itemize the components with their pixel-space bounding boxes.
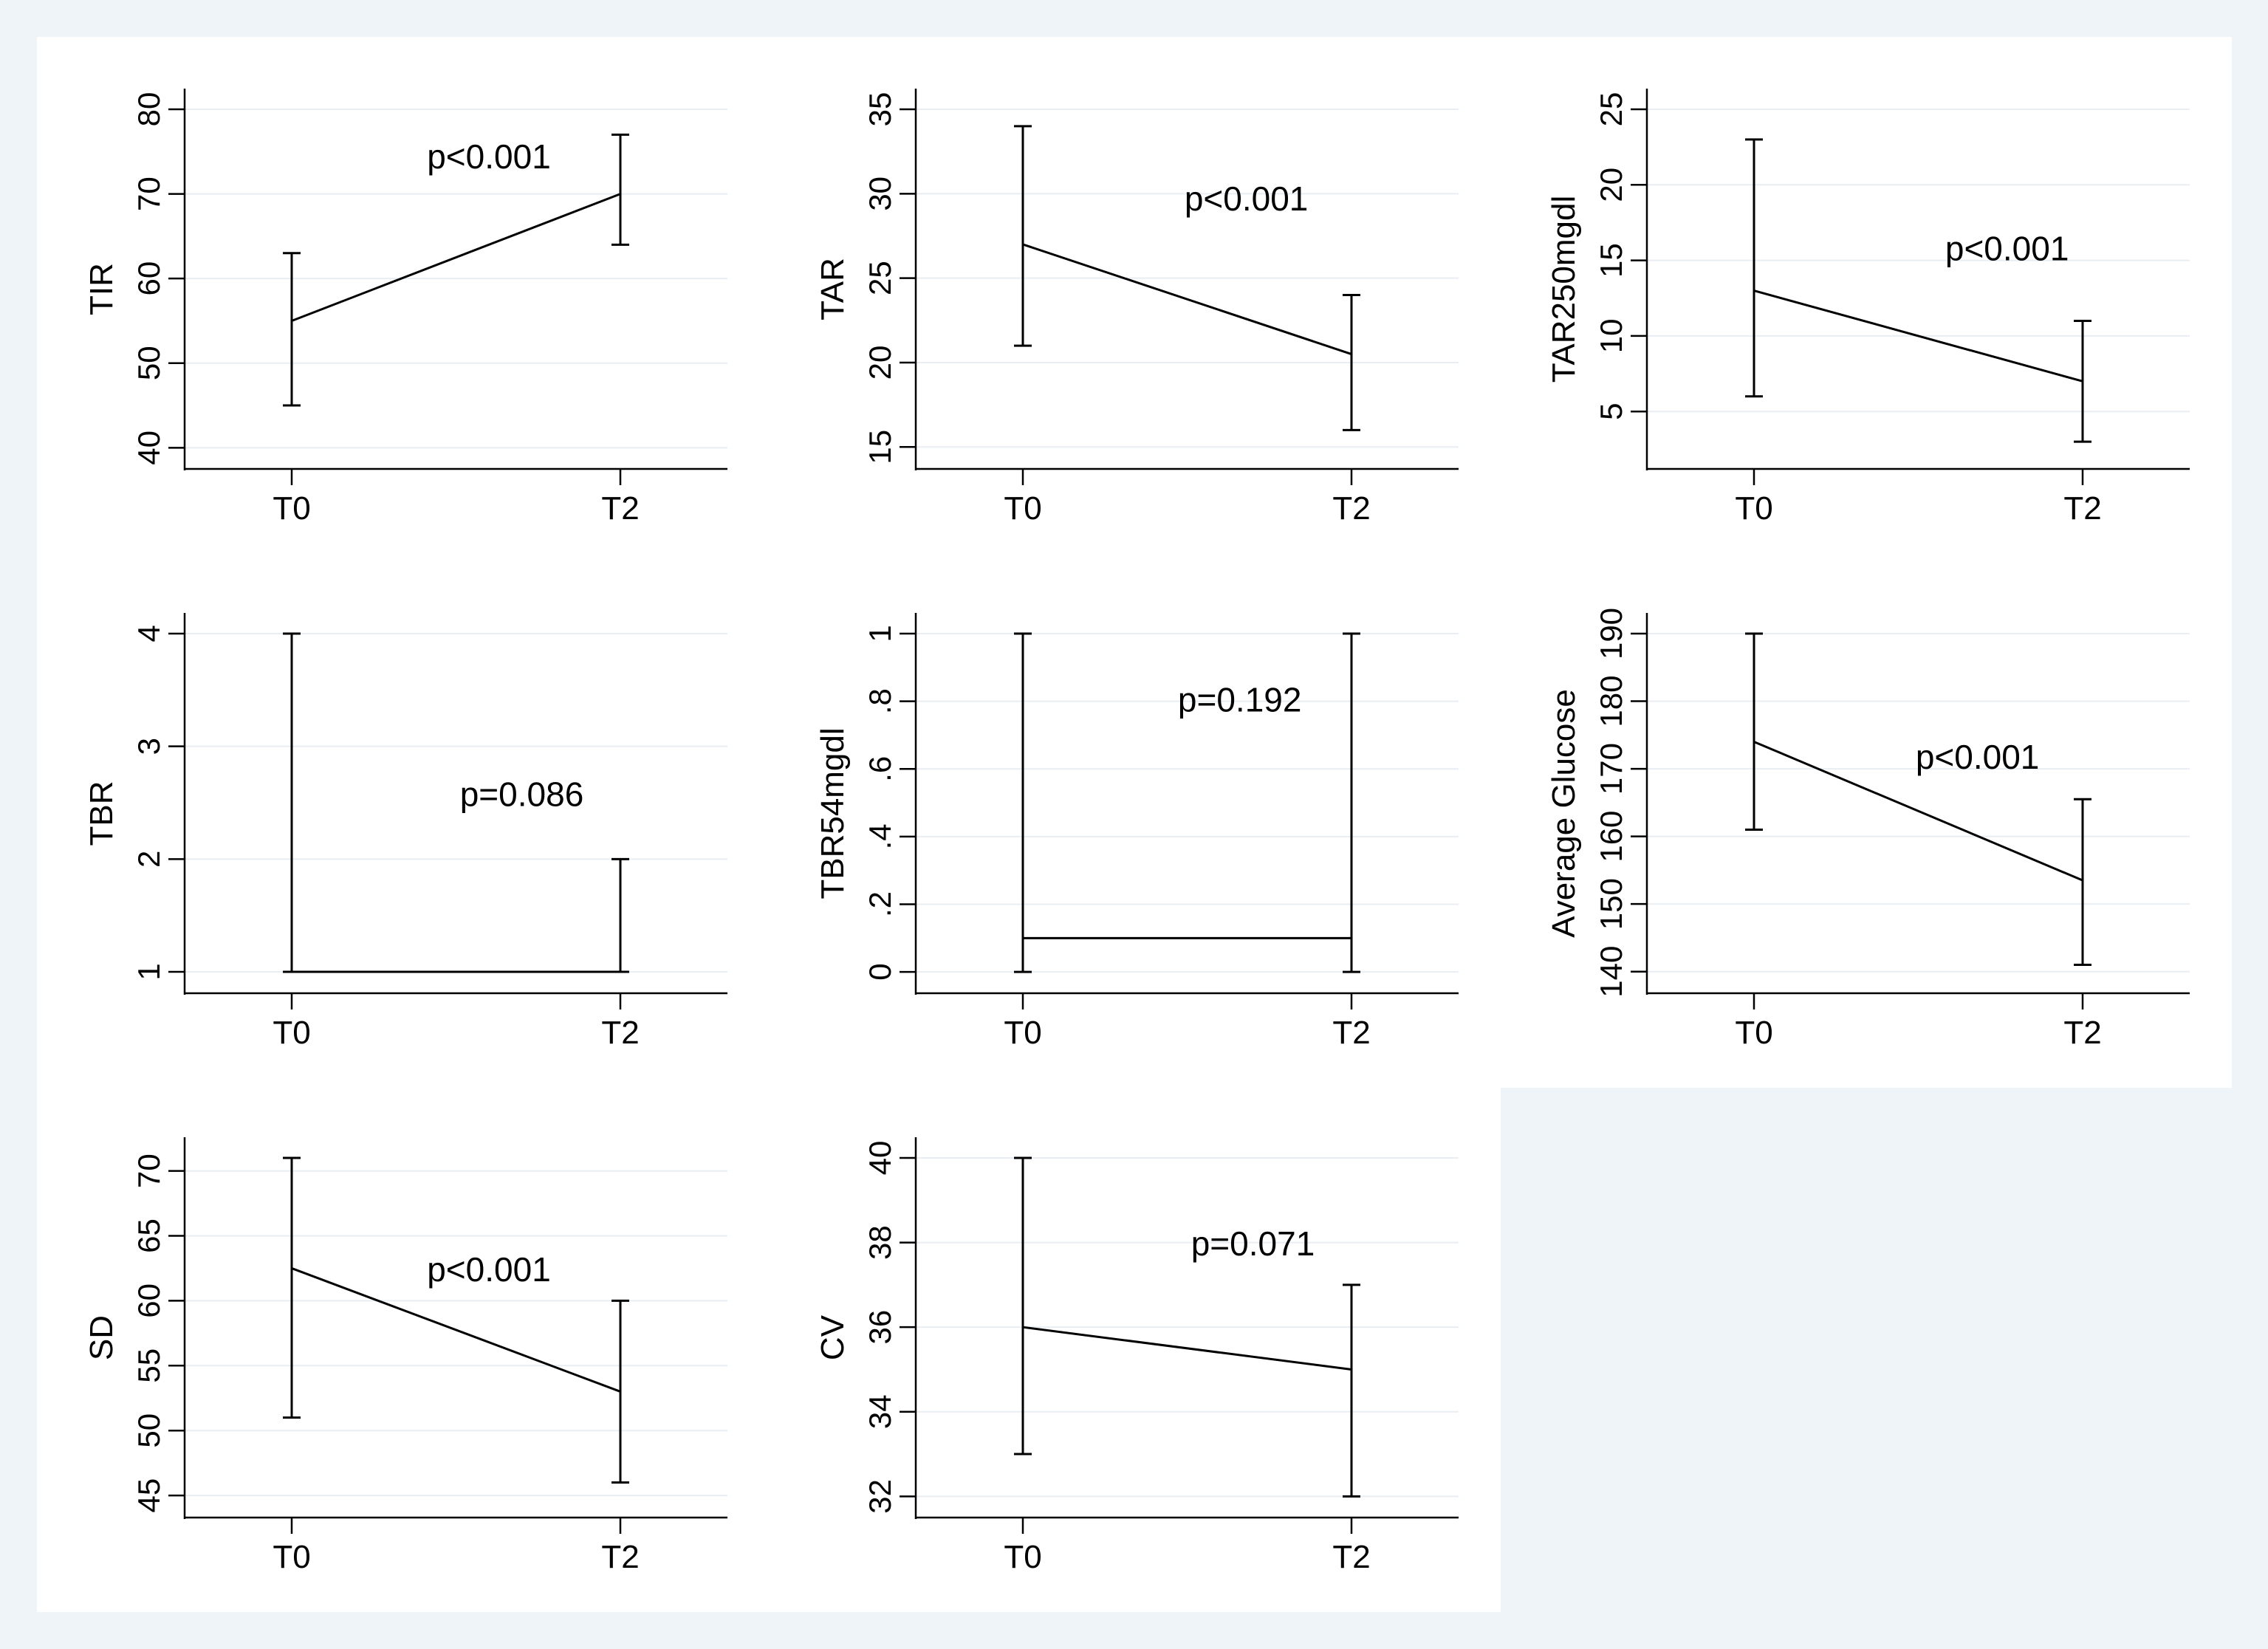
y-tick-label: 1	[131, 963, 166, 980]
y-tick-label: 190	[1594, 608, 1628, 659]
x-tick-label: T2	[1332, 1539, 1370, 1575]
y-axis-label: Average Glucose	[1546, 689, 1582, 938]
x-tick-label: T2	[1332, 490, 1370, 527]
x-tick-label: T2	[2063, 490, 2101, 527]
y-axis-label: SD	[83, 1315, 120, 1360]
mean-line	[291, 193, 621, 322]
y-tick-label: 55	[131, 1348, 166, 1383]
y-tick-label: 25	[1594, 92, 1628, 127]
x-tick-label: T2	[1332, 1015, 1370, 1051]
y-tick-label: 40	[863, 1141, 897, 1176]
y-tick-label: 3	[131, 738, 166, 755]
y-tick-label: 4	[131, 625, 166, 642]
x-tick-label: T2	[601, 1539, 639, 1575]
panel-background-2	[1501, 37, 2232, 1088]
y-tick-label: 36	[863, 1310, 897, 1345]
y-tick-label: 2	[131, 851, 166, 868]
y-tick-label: 32	[863, 1479, 897, 1514]
y-tick-label: 10	[1594, 319, 1628, 354]
x-tick-label: T2	[601, 1015, 639, 1051]
y-tick-label: 20	[1594, 168, 1628, 202]
y-tick-label: 20	[863, 346, 897, 380]
y-axis-label: TBR	[83, 781, 120, 846]
panel-background-1	[37, 37, 1501, 1612]
y-tick-label: .6	[863, 756, 897, 782]
chart-panel-2: 15 20 25 30 35 TAR T0 T2 p<0.001	[815, 89, 1459, 527]
mean-line	[1753, 741, 2083, 882]
y-tick-label: 38	[863, 1225, 897, 1260]
y-tick-label: 15	[1594, 243, 1628, 278]
mean-line	[1022, 1326, 1352, 1371]
chart-panel-6: 140 150 160 170 180 190 Average Glucose T0 T2 p<0…	[1546, 608, 2190, 1051]
y-tick-label: 15	[863, 430, 897, 464]
y-tick-label: 34	[863, 1394, 897, 1429]
y-tick-label: 180	[1594, 676, 1628, 727]
x-tick-label: T0	[1004, 1015, 1041, 1051]
y-tick-label: 25	[863, 261, 897, 295]
y-tick-label: 0	[863, 963, 897, 980]
x-tick-label: T0	[273, 1015, 310, 1051]
mean-line	[1753, 289, 2083, 383]
y-tick-label: 50	[131, 346, 166, 380]
y-tick-label: 45	[131, 1478, 166, 1513]
p-value-annotation: p=0.071	[1191, 1224, 1315, 1263]
y-tick-label: 70	[131, 1153, 166, 1188]
y-tick-label: 40	[131, 431, 166, 465]
y-axis-label: TAR250mgdl	[1546, 196, 1582, 383]
y-tick-label: 170	[1594, 743, 1628, 795]
y-tick-label: 50	[131, 1413, 166, 1448]
y-tick-label: 35	[863, 92, 897, 127]
p-value-annotation: p<0.001	[427, 1250, 551, 1289]
y-tick-label: .2	[863, 891, 897, 917]
p-value-annotation: p<0.001	[1916, 738, 2040, 776]
p-value-annotation: p<0.001	[1945, 230, 2069, 268]
y-axis-label: TBR54mgdl	[815, 727, 851, 899]
y-tick-label: 65	[131, 1218, 166, 1253]
x-tick-label: T0	[1004, 490, 1041, 527]
x-tick-label: T0	[273, 1539, 310, 1575]
y-axis-label: TAR	[815, 258, 851, 320]
chart-panel-3: 5 10 15 20 25 TAR250mgdl T0 T2 p<0.001	[1546, 89, 2190, 527]
chart-panel-4: 1 2 3 4 TBR T0 T2 p=0.086	[83, 613, 727, 1051]
x-tick-label: T2	[601, 490, 639, 527]
mean-line	[291, 1267, 621, 1393]
y-tick-label: 60	[131, 1283, 166, 1318]
y-tick-label: 140	[1594, 946, 1628, 998]
x-tick-label: T0	[273, 490, 310, 527]
p-value-annotation: p<0.001	[1185, 179, 1309, 218]
mean-line	[1022, 243, 1352, 355]
y-axis-label: TIR	[83, 263, 120, 315]
x-tick-label: T2	[2063, 1015, 2101, 1051]
chart-panel-7: 45 50 55 60 65 70 SD T0 T2 p<0.001	[83, 1137, 727, 1575]
p-value-annotation: p=0.086	[460, 775, 584, 814]
y-tick-label: 5	[1594, 403, 1628, 420]
y-tick-label: 60	[131, 261, 166, 296]
x-tick-label: T0	[1735, 490, 1772, 527]
y-tick-label: .8	[863, 688, 897, 714]
chart-panel-5: 0 .2 .4 .6 .8 1 TBR54mgdl T0 T2 p=0.192	[815, 613, 1459, 1051]
y-tick-label: 1	[863, 625, 897, 642]
y-tick-label: 70	[131, 176, 166, 211]
y-tick-label: 30	[863, 176, 897, 211]
y-tick-label: .4	[863, 823, 897, 849]
y-axis-label: CV	[815, 1314, 851, 1360]
y-tick-label: 150	[1594, 878, 1628, 930]
y-tick-label: 80	[131, 92, 166, 127]
y-tick-label: 160	[1594, 811, 1628, 863]
x-tick-label: T0	[1004, 1539, 1041, 1575]
chart-panel-1: 40 50 60 70 80 TIR T0 T2 p<0.001	[83, 89, 727, 527]
p-value-annotation: p<0.001	[427, 137, 551, 176]
x-tick-label: T0	[1735, 1015, 1772, 1051]
p-value-annotation: p=0.192	[1178, 680, 1302, 719]
chart-panel-8: 32 34 36 38 40 CV T0 T2 p=0.071	[815, 1137, 1459, 1575]
